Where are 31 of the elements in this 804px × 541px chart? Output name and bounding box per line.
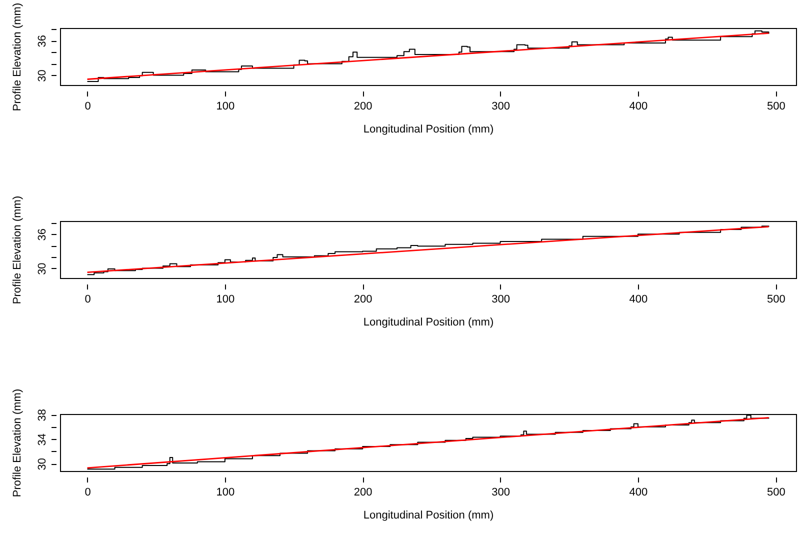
- x-tick-label: 100: [216, 100, 235, 112]
- x-axis-title: Longitudinal Position (mm): [363, 316, 494, 328]
- x-tick-label: 200: [354, 486, 372, 498]
- y-tick-label: 30: [36, 70, 48, 82]
- y-tick-label: 36: [36, 228, 48, 241]
- y-tick-label: 34: [36, 434, 48, 446]
- y-axis-title: Profile Elevation (mm): [12, 388, 24, 498]
- y-tick-label: 30: [36, 458, 48, 470]
- x-tick-label: 400: [629, 100, 648, 112]
- x-tick-label: 300: [492, 100, 510, 112]
- y-tick-label: 38: [36, 408, 48, 422]
- x-tick-label: 100: [216, 486, 235, 498]
- x-tick-label: 500: [766, 100, 786, 112]
- x-tick-label: 200: [354, 100, 372, 112]
- y-tick-label: 30: [36, 262, 48, 275]
- x-axis-title: Longitudinal Position (mm): [363, 124, 494, 136]
- x-tick-label: 500: [766, 294, 786, 306]
- x-tick-label: 400: [629, 294, 648, 306]
- x-tick-label: 300: [492, 294, 510, 306]
- x-tick-label: 400: [629, 486, 648, 498]
- x-tick-label: 500: [766, 486, 786, 498]
- y-tick-label: 36: [36, 35, 48, 48]
- x-axis-title: Longitudinal Position (mm): [363, 510, 494, 522]
- y-axis-title: Profile Elevation (mm): [12, 196, 24, 304]
- x-tick-label: 0: [84, 486, 91, 498]
- x-tick-label: 100: [216, 294, 235, 306]
- x-tick-label: 0: [84, 100, 91, 112]
- x-tick-label: 0: [84, 294, 91, 306]
- x-tick-label: 200: [354, 294, 372, 306]
- y-axis-title: Profile Elevation (mm): [12, 2, 24, 112]
- x-tick-label: 300: [492, 486, 510, 498]
